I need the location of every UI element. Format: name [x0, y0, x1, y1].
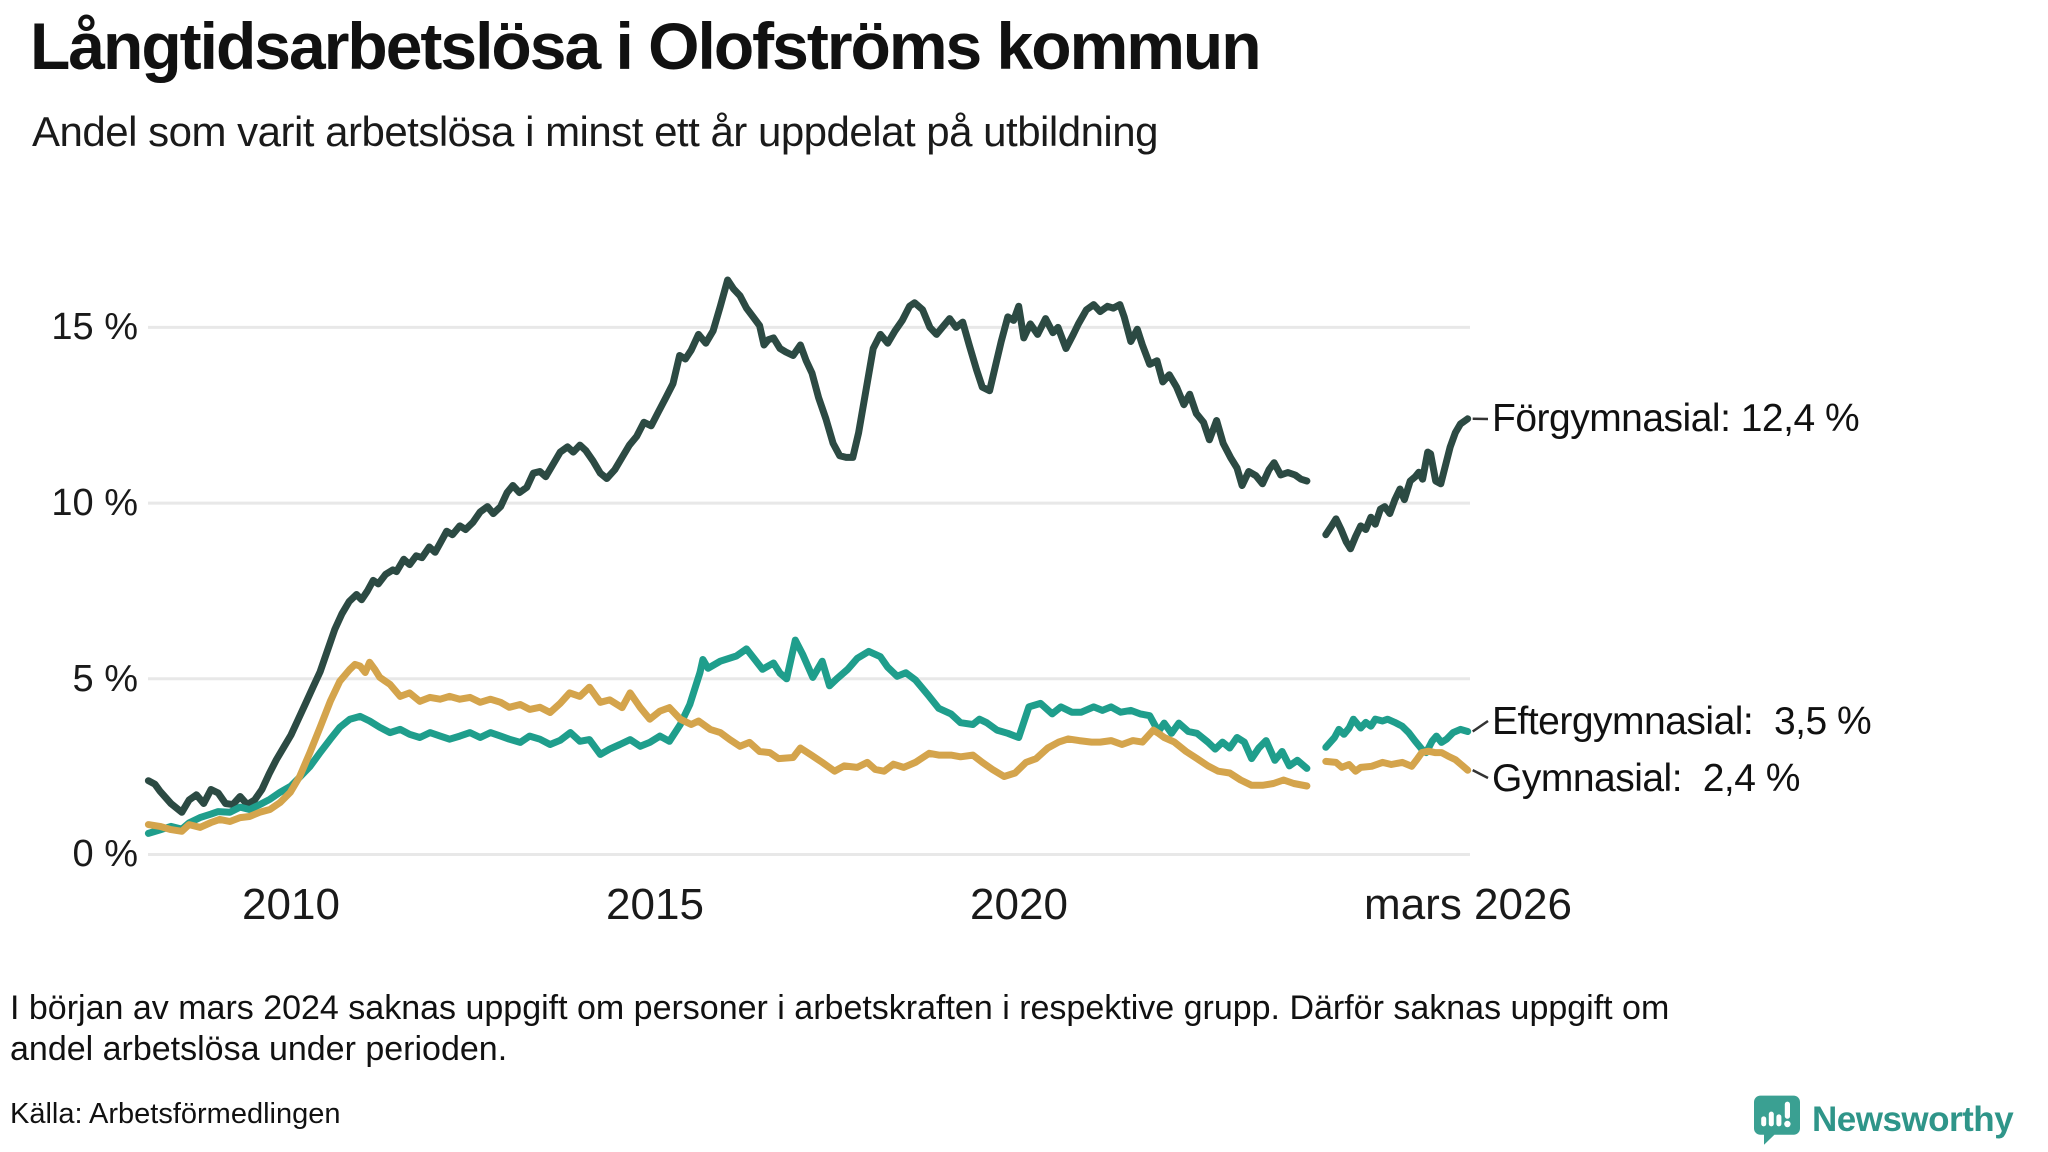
source-note: Källa: Arbetsförmedlingen [10, 1098, 341, 1130]
newsworthy-speech-bubble-chart-icon [1752, 1094, 1802, 1146]
x-tick-2010: 2010 [242, 880, 340, 929]
footnote-line-1: I början av mars 2024 saknas uppgift om … [10, 989, 1670, 1027]
series-label-forgymnasial: Förgymnasial: 12,4 % [1492, 397, 1860, 440]
newsworthy-logo: Newsworthy [1752, 1094, 2014, 1146]
newsworthy-logo-text: Newsworthy [1812, 1100, 2014, 1139]
label-connector-eftergymnasial [1471, 719, 1489, 733]
y-tick-0: 0 % [72, 833, 138, 875]
chart-title: Långtidsarbetslösa i Olofströms kommun [30, 9, 1262, 83]
series-line-forgymnasial-seg2 [1322, 415, 1472, 553]
series-line-eftergymnasial-seg2 [1322, 715, 1472, 757]
footnote-line-2: andel arbetslösa under perioden. [10, 1030, 508, 1068]
x-tick-2015: 2015 [606, 880, 704, 929]
series-line-gymnasial-seg1 [144, 658, 1311, 835]
y-tick-5: 5 % [72, 658, 138, 700]
series-label-eftergymnasial: Eftergymnasial: 3,5 % [1492, 700, 1872, 743]
x-tick-mars-2026: mars 2026 [1364, 880, 1572, 929]
series-line-gymnasial-seg2 [1322, 747, 1472, 775]
x-tick-2020: 2020 [970, 880, 1068, 929]
y-tick-15: 15 % [51, 306, 138, 348]
chart-subtitle: Andel som varit arbetslösa i minst ett å… [32, 108, 1158, 155]
series-label-gymnasial: Gymnasial: 2,4 % [1492, 757, 1800, 800]
y-tick-10: 10 % [51, 482, 138, 524]
series-line-forgymnasial-seg1 [144, 276, 1311, 816]
series-line-eftergymnasial-seg1 [144, 636, 1311, 837]
label-connector-gymnasial [1472, 769, 1489, 780]
